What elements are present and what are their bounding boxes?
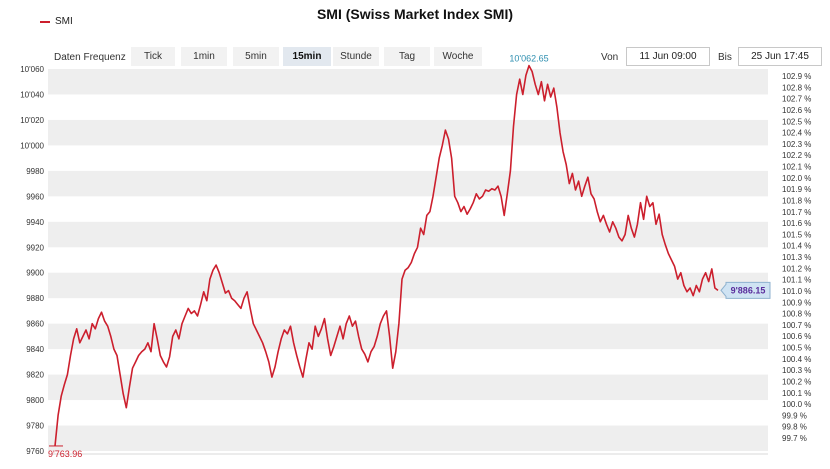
y-right-tick-label: 100.1 % [782, 389, 811, 398]
y-left-tick-label: 9800 [26, 396, 44, 405]
grid-band [48, 425, 768, 451]
to-label: Bis [718, 52, 732, 63]
freq-button-15min[interactable]: 15min [283, 47, 331, 66]
y-right-tick-label: 102.7 % [782, 95, 811, 104]
y-right-tick-label: 101.7 % [782, 208, 811, 217]
grid-band [48, 272, 768, 299]
legend-swatch [40, 20, 50, 23]
y-left-tick-label: 9840 [26, 345, 44, 354]
last-value-callout [720, 281, 771, 299]
freq-button-5min[interactable]: 5min [233, 47, 279, 66]
y-left-tick-label: 10'060 [20, 65, 44, 74]
y-right-tick-label: 101.8 % [782, 196, 811, 205]
y-right-tick-label: 100.0 % [782, 400, 811, 409]
max-value-label: 10'062.65 [509, 54, 548, 64]
legend[interactable]: SMI [40, 16, 73, 27]
last-value-label: 9'886.15 [731, 285, 766, 295]
chart-title: SMI (Swiss Market Index SMI) [316, 6, 514, 22]
y-right-tick-label: 101.1 % [782, 276, 811, 285]
y-left-tick-label: 9900 [26, 269, 44, 278]
from-label: Von [601, 52, 619, 63]
series-line-smi [54, 64, 719, 447]
y-right-tick-label: 102.4 % [782, 129, 811, 138]
y-right-tick-label: 99.9 % [782, 411, 807, 420]
y-right-tick-label: 102.6 % [782, 106, 811, 115]
y-left-tick-label: 9880 [26, 294, 44, 303]
y-right-tick-label: 101.9 % [782, 185, 811, 194]
grid-band [48, 323, 768, 350]
y-right-tick-label: 101.6 % [782, 219, 811, 228]
y-left-tick-label: 10'040 [20, 90, 44, 99]
y-right-tick-label: 100.3 % [782, 366, 811, 375]
legend-label: SMI [55, 16, 73, 27]
y-left-tick-label: 9780 [26, 422, 44, 431]
grid-band [48, 69, 768, 95]
grid-band [48, 170, 768, 197]
toolbar: Daten Frequenz Tick 1min 5min 15min Stun… [0, 47, 830, 67]
freq-button-tag[interactable]: Tag [384, 47, 430, 66]
y-right-tick-label: 102.1 % [782, 163, 811, 172]
y-right-tick-label: 101.5 % [782, 230, 811, 239]
y-right-tick-label: 101.4 % [782, 242, 811, 251]
y-right-tick-label: 102.3 % [782, 140, 811, 149]
y-right-tick-label: 101.3 % [782, 253, 811, 262]
y-right-tick-label: 100.6 % [782, 332, 811, 341]
y-right-tick-label: 100.7 % [782, 321, 811, 330]
y-right-tick-label: 100.5 % [782, 344, 811, 353]
freq-button-stunde[interactable]: Stunde [333, 47, 379, 66]
grid-band [48, 374, 768, 401]
y-left-tick-label: 10'020 [20, 116, 44, 125]
y-right-tick-label: 102.2 % [782, 151, 811, 160]
y-right-tick-label: 99.7 % [782, 434, 807, 443]
y-left-tick-label: 9920 [26, 243, 44, 252]
y-left-tick-label: 9860 [26, 320, 44, 329]
y-right-tick-label: 101.0 % [782, 287, 811, 296]
y-left-tick-label: 9820 [26, 371, 44, 380]
y-left-tick-label: 10'000 [20, 141, 44, 150]
grid-band [48, 221, 768, 248]
from-date-input[interactable]: 11 Jun 09:00 [626, 47, 710, 66]
y-right-tick-label: 102.0 % [782, 174, 811, 183]
freq-button-tick[interactable]: Tick [131, 47, 175, 66]
y-left-tick-label: 9760 [26, 447, 44, 456]
min-value-label: 9'763.96 [48, 449, 82, 459]
y-left-tick-label: 9980 [26, 167, 44, 176]
grid-band [48, 119, 768, 146]
y-left-tick-label: 9940 [26, 218, 44, 227]
y-right-tick-label: 99.8 % [782, 423, 807, 432]
y-right-tick-label: 101.2 % [782, 264, 811, 273]
frequency-label: Daten Frequenz [54, 52, 126, 63]
y-left-tick-label: 9960 [26, 192, 44, 201]
freq-button-1min[interactable]: 1min [181, 47, 227, 66]
y-right-tick-label: 102.8 % [782, 83, 811, 92]
freq-button-woche[interactable]: Woche [434, 47, 482, 66]
y-right-tick-label: 100.4 % [782, 355, 811, 364]
y-right-tick-label: 102.5 % [782, 117, 811, 126]
y-right-tick-label: 100.9 % [782, 298, 811, 307]
y-right-tick-label: 100.8 % [782, 310, 811, 319]
y-right-tick-label: 102.9 % [782, 72, 811, 81]
to-date-input[interactable]: 25 Jun 17:45 [738, 47, 822, 66]
y-right-tick-label: 100.2 % [782, 377, 811, 386]
